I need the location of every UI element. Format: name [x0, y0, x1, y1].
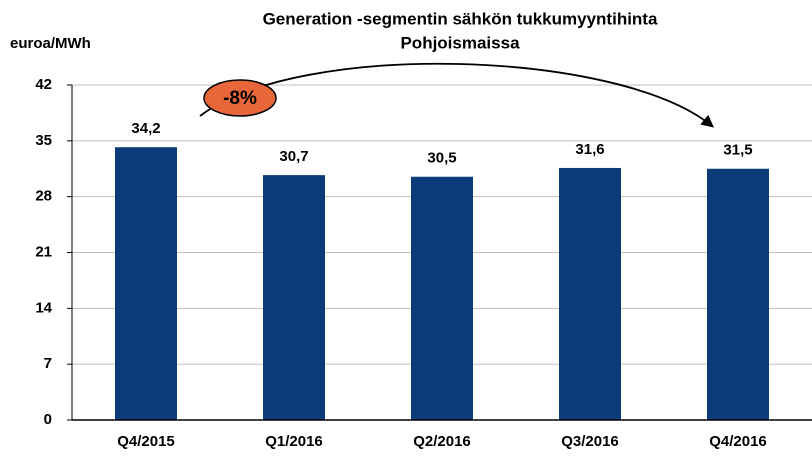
y-tick-label: 7: [44, 355, 52, 372]
chart-title: Generation -segmentin sähkön tukkumyynti…: [263, 9, 658, 28]
x-tick-label: Q2/2016: [413, 433, 471, 450]
annotation: -8%: [223, 88, 257, 109]
y-tick-label: 28: [35, 188, 52, 205]
x-tick-label: Q3/2016: [561, 433, 619, 450]
y-tick-label: 0: [44, 411, 52, 428]
x-tick-label: Q1/2016: [265, 433, 323, 450]
value-label: 31,5: [723, 142, 752, 159]
y-axis-label: euroa/MWh: [10, 35, 91, 52]
bars: [115, 147, 769, 420]
bar: [707, 168, 769, 420]
change-arrow: [199, 62, 714, 128]
bar: [115, 147, 177, 420]
value-label: 34,2: [131, 120, 160, 137]
annotation-bubble: [203, 79, 277, 117]
x-tick-label: Q4/2016: [709, 433, 767, 450]
bar: [559, 167, 621, 420]
chart-title: Pohjoismaissa: [400, 33, 520, 52]
value-label: 30,5: [427, 150, 456, 167]
value-label: 31,6: [575, 141, 604, 158]
y-tick-label: 42: [35, 76, 52, 93]
bar: [263, 175, 325, 420]
value-label: 30,7: [279, 148, 308, 165]
y-tick-label: 35: [35, 132, 52, 149]
y-tick-label: 21: [35, 243, 52, 260]
y-tick-label: 14: [35, 299, 52, 316]
bar: [411, 176, 473, 420]
x-tick-label: Q4/2015: [117, 433, 175, 450]
